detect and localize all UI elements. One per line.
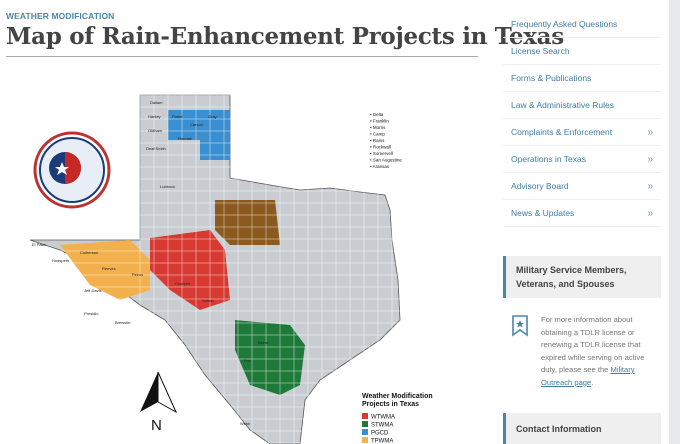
small-county-label: • Rains [370, 138, 385, 143]
title-divider [6, 56, 478, 57]
nav-item-label: Law & Administrative Rules [511, 100, 614, 110]
contact-info-header[interactable]: Contact Information [503, 413, 661, 444]
chevron-right-icon[interactable]: » [647, 126, 653, 138]
small-county-label: • Camp [370, 132, 385, 137]
county-label: Hartley [148, 114, 161, 119]
project-region-tpwma [60, 240, 150, 300]
texas-map: El Paso Hudspeth Culberson Reeves Pecos Jeff … [29, 94, 402, 444]
nav-item[interactable]: Advisory Board » [503, 173, 661, 200]
county-label: Culberson [80, 250, 98, 255]
military-text: For more information about obtaining a T… [541, 315, 645, 387]
chevron-right-icon[interactable]: » [647, 207, 653, 219]
county-grid [30, 94, 400, 444]
legend-swatch [362, 437, 368, 443]
county-label: Reeves [102, 266, 116, 271]
small-county-label: • San Augustine [370, 158, 402, 163]
small-county-label: • Delta [370, 112, 384, 117]
nav-item[interactable]: Law & Administrative Rules [503, 92, 661, 119]
small-county-label: • Somervell [370, 151, 393, 156]
county-label: Lubbock [160, 184, 175, 189]
county-label: Jeff Davis [84, 288, 102, 293]
county-label: Deaf Smith [146, 146, 166, 151]
small-county-label: • Morris [370, 125, 386, 130]
county-label: Gray [208, 114, 217, 119]
military-outreach-link[interactable]: Military Outreach page [541, 365, 635, 387]
county-label: Randall [178, 136, 192, 141]
chevron-right-icon[interactable]: » [647, 153, 653, 165]
nav-item-label: Forms & Publications [511, 73, 592, 83]
project-region-stwma [235, 320, 305, 395]
north-label: N [151, 417, 162, 434]
legend-label: STWMA [371, 423, 393, 429]
project-region-pgcd [168, 110, 230, 160]
north-arrow: N [140, 371, 178, 434]
county-label: Brewster [115, 320, 131, 325]
small-county-label: • Rockwall [370, 145, 391, 150]
county-label: Webb [240, 421, 251, 426]
small-county-label: • Aransas [370, 164, 390, 169]
county-label: Bexar [258, 340, 269, 345]
project-region-spwma [215, 200, 280, 245]
bookmark-star-icon [512, 315, 528, 337]
small-county-label: • Franklin [370, 119, 389, 124]
chevron-right-icon[interactable]: » [647, 180, 653, 192]
county-label: El Paso [32, 242, 47, 247]
page-gutter [669, 0, 680, 444]
sidebar-nav: Frequently Asked Questions License Search… [503, 11, 661, 227]
county-label: Sutton [202, 298, 214, 303]
county-label: Potter [172, 114, 183, 119]
legend-swatch [362, 429, 368, 435]
legend-label: PGCD [371, 431, 389, 437]
county-label: Hudspeth [52, 258, 69, 263]
county-label: Carson [190, 122, 203, 127]
county-label: Pecos [132, 272, 143, 277]
legend-label: WTWMA [371, 415, 395, 421]
county-label: Presidio [84, 311, 99, 316]
county-label: Crockett [175, 281, 191, 286]
nav-item[interactable]: License Search [503, 38, 661, 65]
legend-title: Weather Modification Projects in Texas [362, 393, 433, 408]
nav-item-label: License Search [511, 46, 570, 56]
nav-item[interactable]: News & Updates » [503, 200, 661, 227]
legend-swatch [362, 421, 368, 427]
nav-item-label: Advisory Board [511, 181, 569, 191]
county-label: Oldham [148, 128, 163, 133]
nav-item-label: Operations in Texas [511, 154, 586, 164]
county-label: Dallam [150, 100, 163, 105]
nav-item-label: Complaints & Enforcement [511, 127, 613, 137]
legend-swatch [362, 413, 368, 419]
nav-item[interactable]: Frequently Asked Questions [503, 11, 661, 38]
section-kicker: WEATHER MODIFICATION [6, 11, 115, 21]
page-title: Map of Rain-Enhancement Projects in Texa… [6, 23, 564, 50]
nav-item[interactable]: Complaints & Enforcement » [503, 119, 661, 146]
nav-item-label: Frequently Asked Questions [511, 19, 618, 29]
county-label: Frio [244, 358, 252, 363]
nav-item[interactable]: Operations in Texas » [503, 146, 661, 173]
legend-label: TPWMA [371, 439, 393, 444]
nav-item-label: News & Updates [511, 208, 575, 218]
seal-logo [33, 131, 111, 209]
military-box-header: Military Service Members, Veterans, and … [503, 256, 661, 298]
nav-item[interactable]: Forms & Publications [503, 65, 661, 92]
